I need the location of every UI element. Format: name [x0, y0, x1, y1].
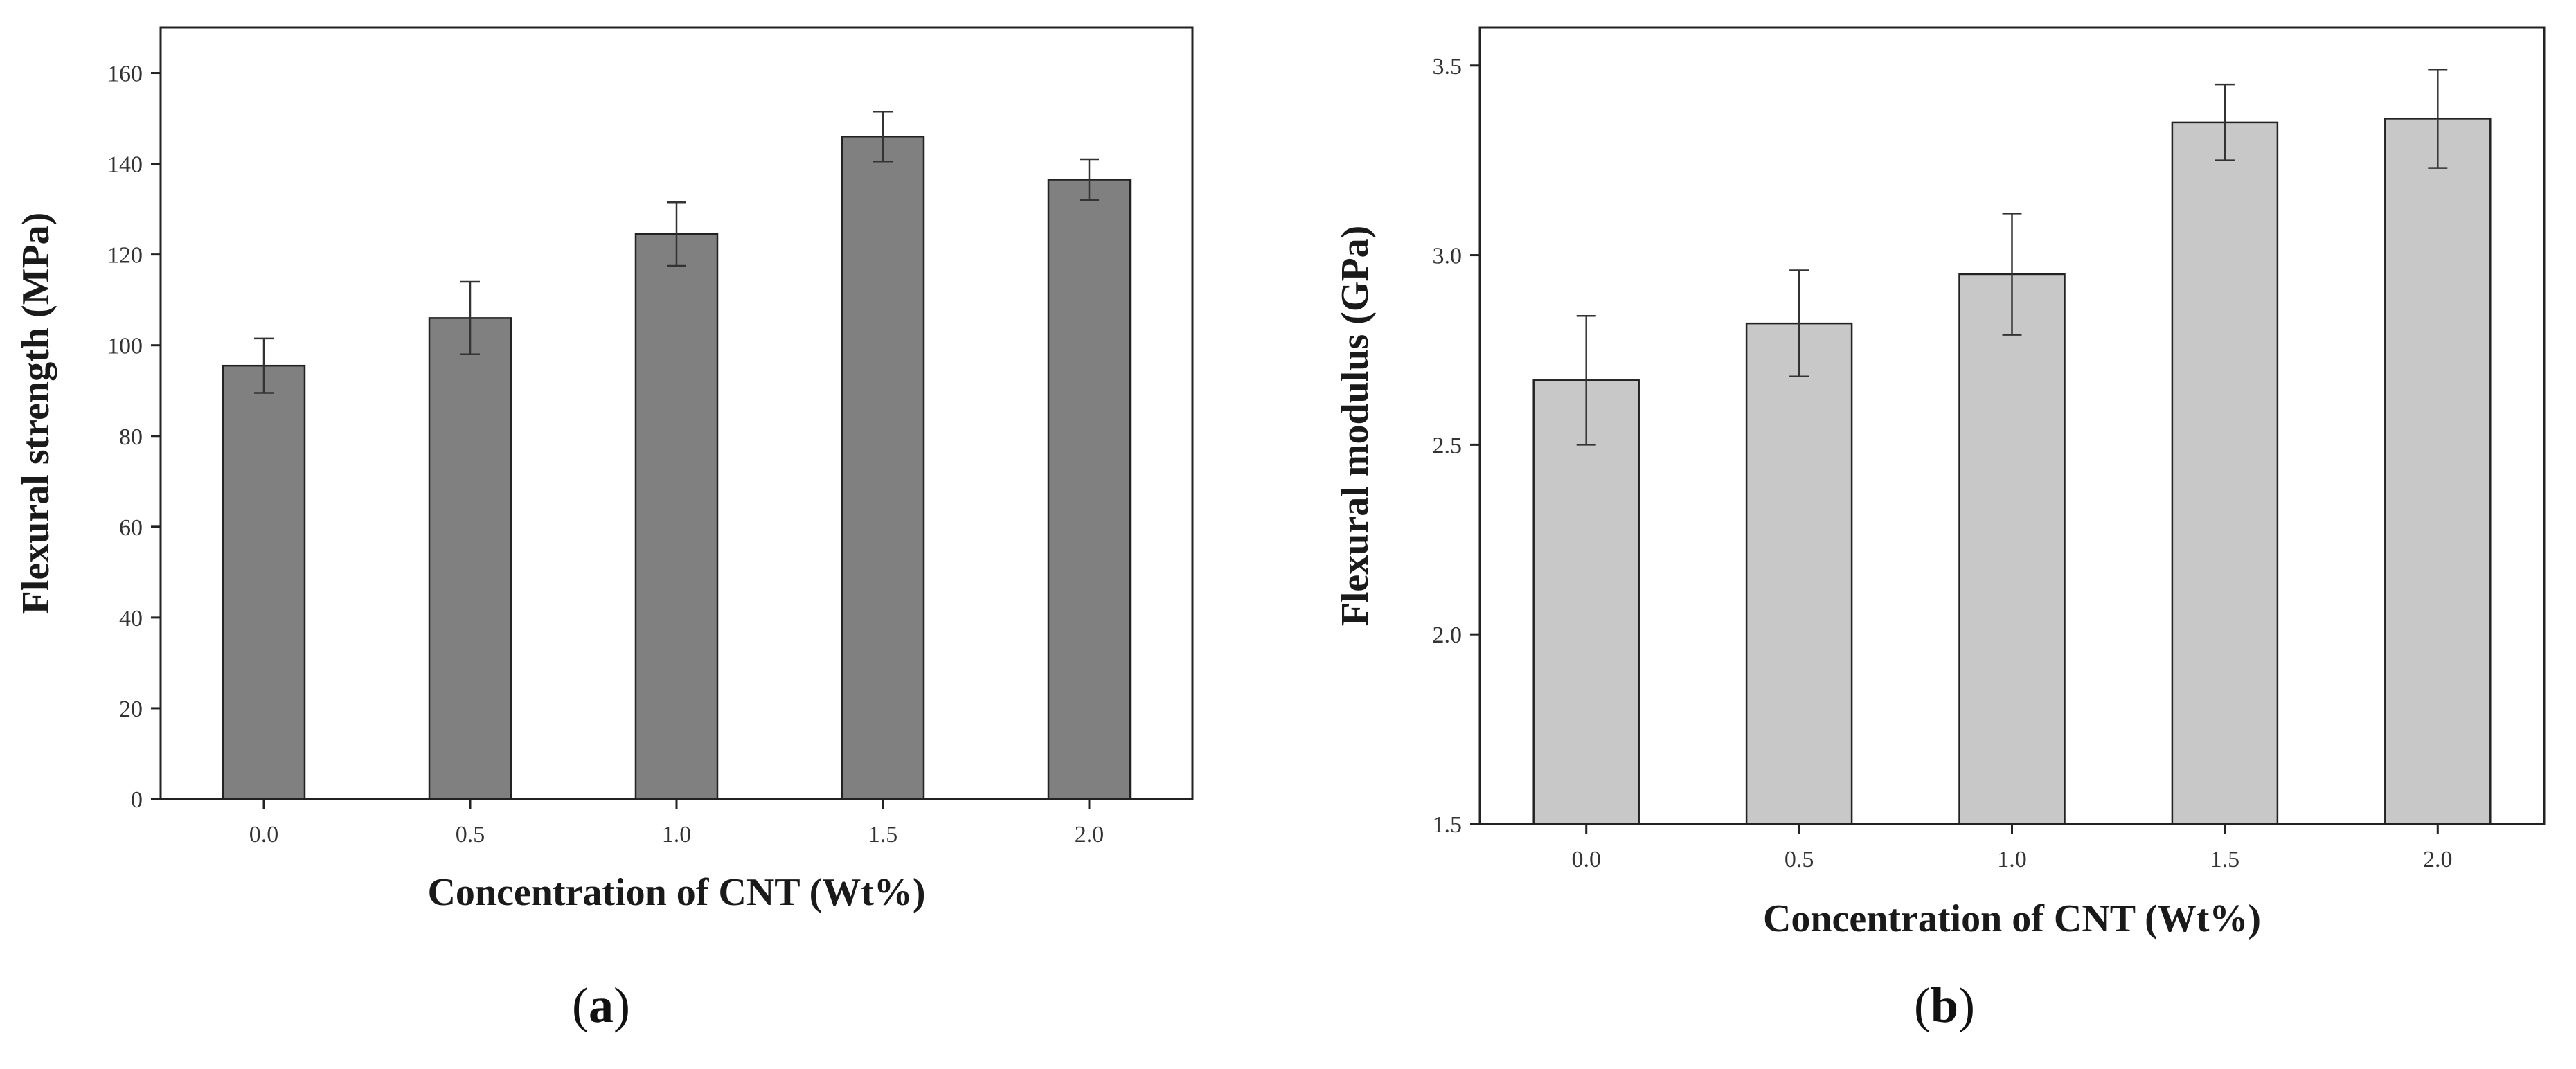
y-tick-label: 1.5: [1433, 812, 1463, 838]
x-tick-label: 2.0: [2423, 847, 2453, 872]
panel-letter: a: [589, 978, 614, 1033]
y-tick-label: 2.0: [1433, 622, 1463, 648]
x-tick-label: 0.0: [1571, 847, 1601, 872]
y-tick-label: 20: [119, 697, 143, 722]
x-axis-title: Concentration of CNT (Wt%): [427, 871, 925, 914]
error-bar-2.0: [2428, 68, 2448, 169]
bar-0.0: [1532, 379, 1640, 825]
error-bar-1.5: [2215, 83, 2235, 161]
y-tick-label: 100: [107, 334, 143, 359]
error-bar-1.5: [873, 110, 893, 163]
panel-a: 0 20 40 60 80 100 120 140 160 0.0 0.5 1.0 1.5 2.0 Conc…: [15, 26, 1194, 1033]
x-tick-label: 0.5: [456, 822, 485, 847]
bar-1.5: [2171, 121, 2279, 825]
x-tick-label: 0.0: [249, 822, 279, 847]
y-tick-label: 3.0: [1433, 244, 1463, 269]
panel-b: 1.5 2.0 2.5 3.0 3.5 0.0 0.5 1.0 1.5 2.0 Concentrat…: [1334, 26, 2546, 1033]
y-axis-title: Flexural strength (MPa): [15, 213, 57, 615]
error-bar-2.0: [1080, 158, 1099, 201]
y-tick-label: 120: [107, 243, 143, 269]
y-tick-label: 160: [107, 62, 143, 87]
y-tick-label: 80: [119, 424, 143, 450]
error-bar-0.5: [1789, 269, 1809, 378]
panel-letter: b: [1931, 978, 1958, 1033]
bar-0.5: [1745, 322, 1853, 825]
x-tick-label: 1.5: [2210, 847, 2240, 872]
error-bar-1.0: [667, 201, 686, 267]
error-bar-0.5: [460, 280, 480, 356]
bar-2.0: [2384, 118, 2492, 825]
error-bar-0.0: [254, 337, 274, 394]
bar-0.5: [428, 317, 512, 800]
bar-2.0: [1047, 179, 1132, 800]
error-bar-1.0: [2002, 213, 2022, 336]
x-axis-title: Concentration of CNT (Wt%): [1763, 897, 2261, 940]
x-tick-label: 0.5: [1785, 847, 1814, 872]
bar-0.0: [222, 364, 306, 800]
y-tick-label: 0: [131, 787, 143, 813]
error-bar-0.0: [1576, 314, 1596, 446]
bar-1.0: [634, 233, 719, 800]
x-tick-label: 1.5: [868, 822, 898, 847]
panel-label: (a): [572, 978, 630, 1033]
x-tick-label: 1.0: [1997, 847, 2027, 872]
y-tick-label: 60: [119, 515, 143, 541]
y-tick-label: 2.5: [1433, 433, 1463, 458]
x-tick-label: 2.0: [1075, 822, 1104, 847]
bar-1.0: [1958, 273, 2066, 825]
x-tick-label: 1.0: [662, 822, 692, 847]
y-axis-title: Flexural modulus (GPa): [1334, 226, 1377, 627]
bar-1.5: [841, 136, 925, 800]
panel-label: (b): [1914, 978, 1975, 1033]
y-tick-label: 140: [107, 152, 143, 178]
y-tick-label: 3.5: [1433, 54, 1463, 80]
y-tick-label: 40: [119, 606, 143, 631]
